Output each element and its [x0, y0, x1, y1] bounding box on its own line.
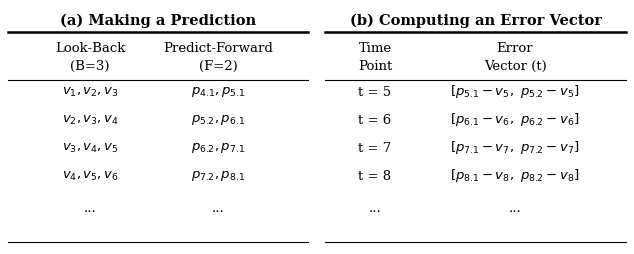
Text: ...: ...: [84, 201, 96, 214]
Text: $p_{7.2}, p_{8.1}$: $p_{7.2}, p_{8.1}$: [191, 169, 245, 183]
Text: (a) Making a Prediction: (a) Making a Prediction: [60, 14, 256, 28]
Text: $v_2, v_3, v_4$: $v_2, v_3, v_4$: [61, 114, 119, 126]
Text: Predict-Forward
(F=2): Predict-Forward (F=2): [163, 42, 273, 73]
Text: $v_4, v_5, v_6$: $v_4, v_5, v_6$: [61, 169, 119, 183]
Text: $[p_{8.1} - v_8,\ p_{8.2} - v_8]$: $[p_{8.1} - v_8,\ p_{8.2} - v_8]$: [450, 167, 580, 184]
Text: ...: ...: [368, 201, 382, 214]
Text: ...: ...: [212, 201, 224, 214]
Text: Error
Vector (t): Error Vector (t): [484, 42, 547, 73]
Text: $p_{6.2}, p_{7.1}$: $p_{6.2}, p_{7.1}$: [191, 141, 245, 155]
Text: t = 5: t = 5: [358, 86, 392, 99]
Text: $[p_{5.1} - v_5,\ p_{5.2} - v_5]$: $[p_{5.1} - v_5,\ p_{5.2} - v_5]$: [450, 84, 580, 101]
Text: t = 8: t = 8: [358, 169, 392, 183]
Text: $[p_{7.1} - v_7,\ p_{7.2} - v_7]$: $[p_{7.1} - v_7,\ p_{7.2} - v_7]$: [450, 139, 580, 156]
Text: $p_{4.1}, p_{5.1}$: $p_{4.1}, p_{5.1}$: [191, 85, 245, 99]
Text: t = 7: t = 7: [358, 141, 392, 154]
Text: (b) Computing an Error Vector: (b) Computing an Error Vector: [350, 14, 602, 28]
Text: t = 6: t = 6: [358, 114, 392, 126]
Text: Time
Point: Time Point: [358, 42, 392, 73]
Text: ...: ...: [508, 201, 521, 214]
Text: $v_1, v_2, v_3$: $v_1, v_2, v_3$: [61, 85, 119, 99]
Text: $[p_{6.1} - v_6,\ p_{6.2} - v_6]$: $[p_{6.1} - v_6,\ p_{6.2} - v_6]$: [450, 112, 580, 129]
Text: $v_3, v_4, v_5$: $v_3, v_4, v_5$: [61, 141, 119, 154]
Text: Look-Back
(B=3): Look-Back (B=3): [55, 42, 125, 73]
Text: $p_{5.2}, p_{6.1}$: $p_{5.2}, p_{6.1}$: [191, 113, 245, 127]
